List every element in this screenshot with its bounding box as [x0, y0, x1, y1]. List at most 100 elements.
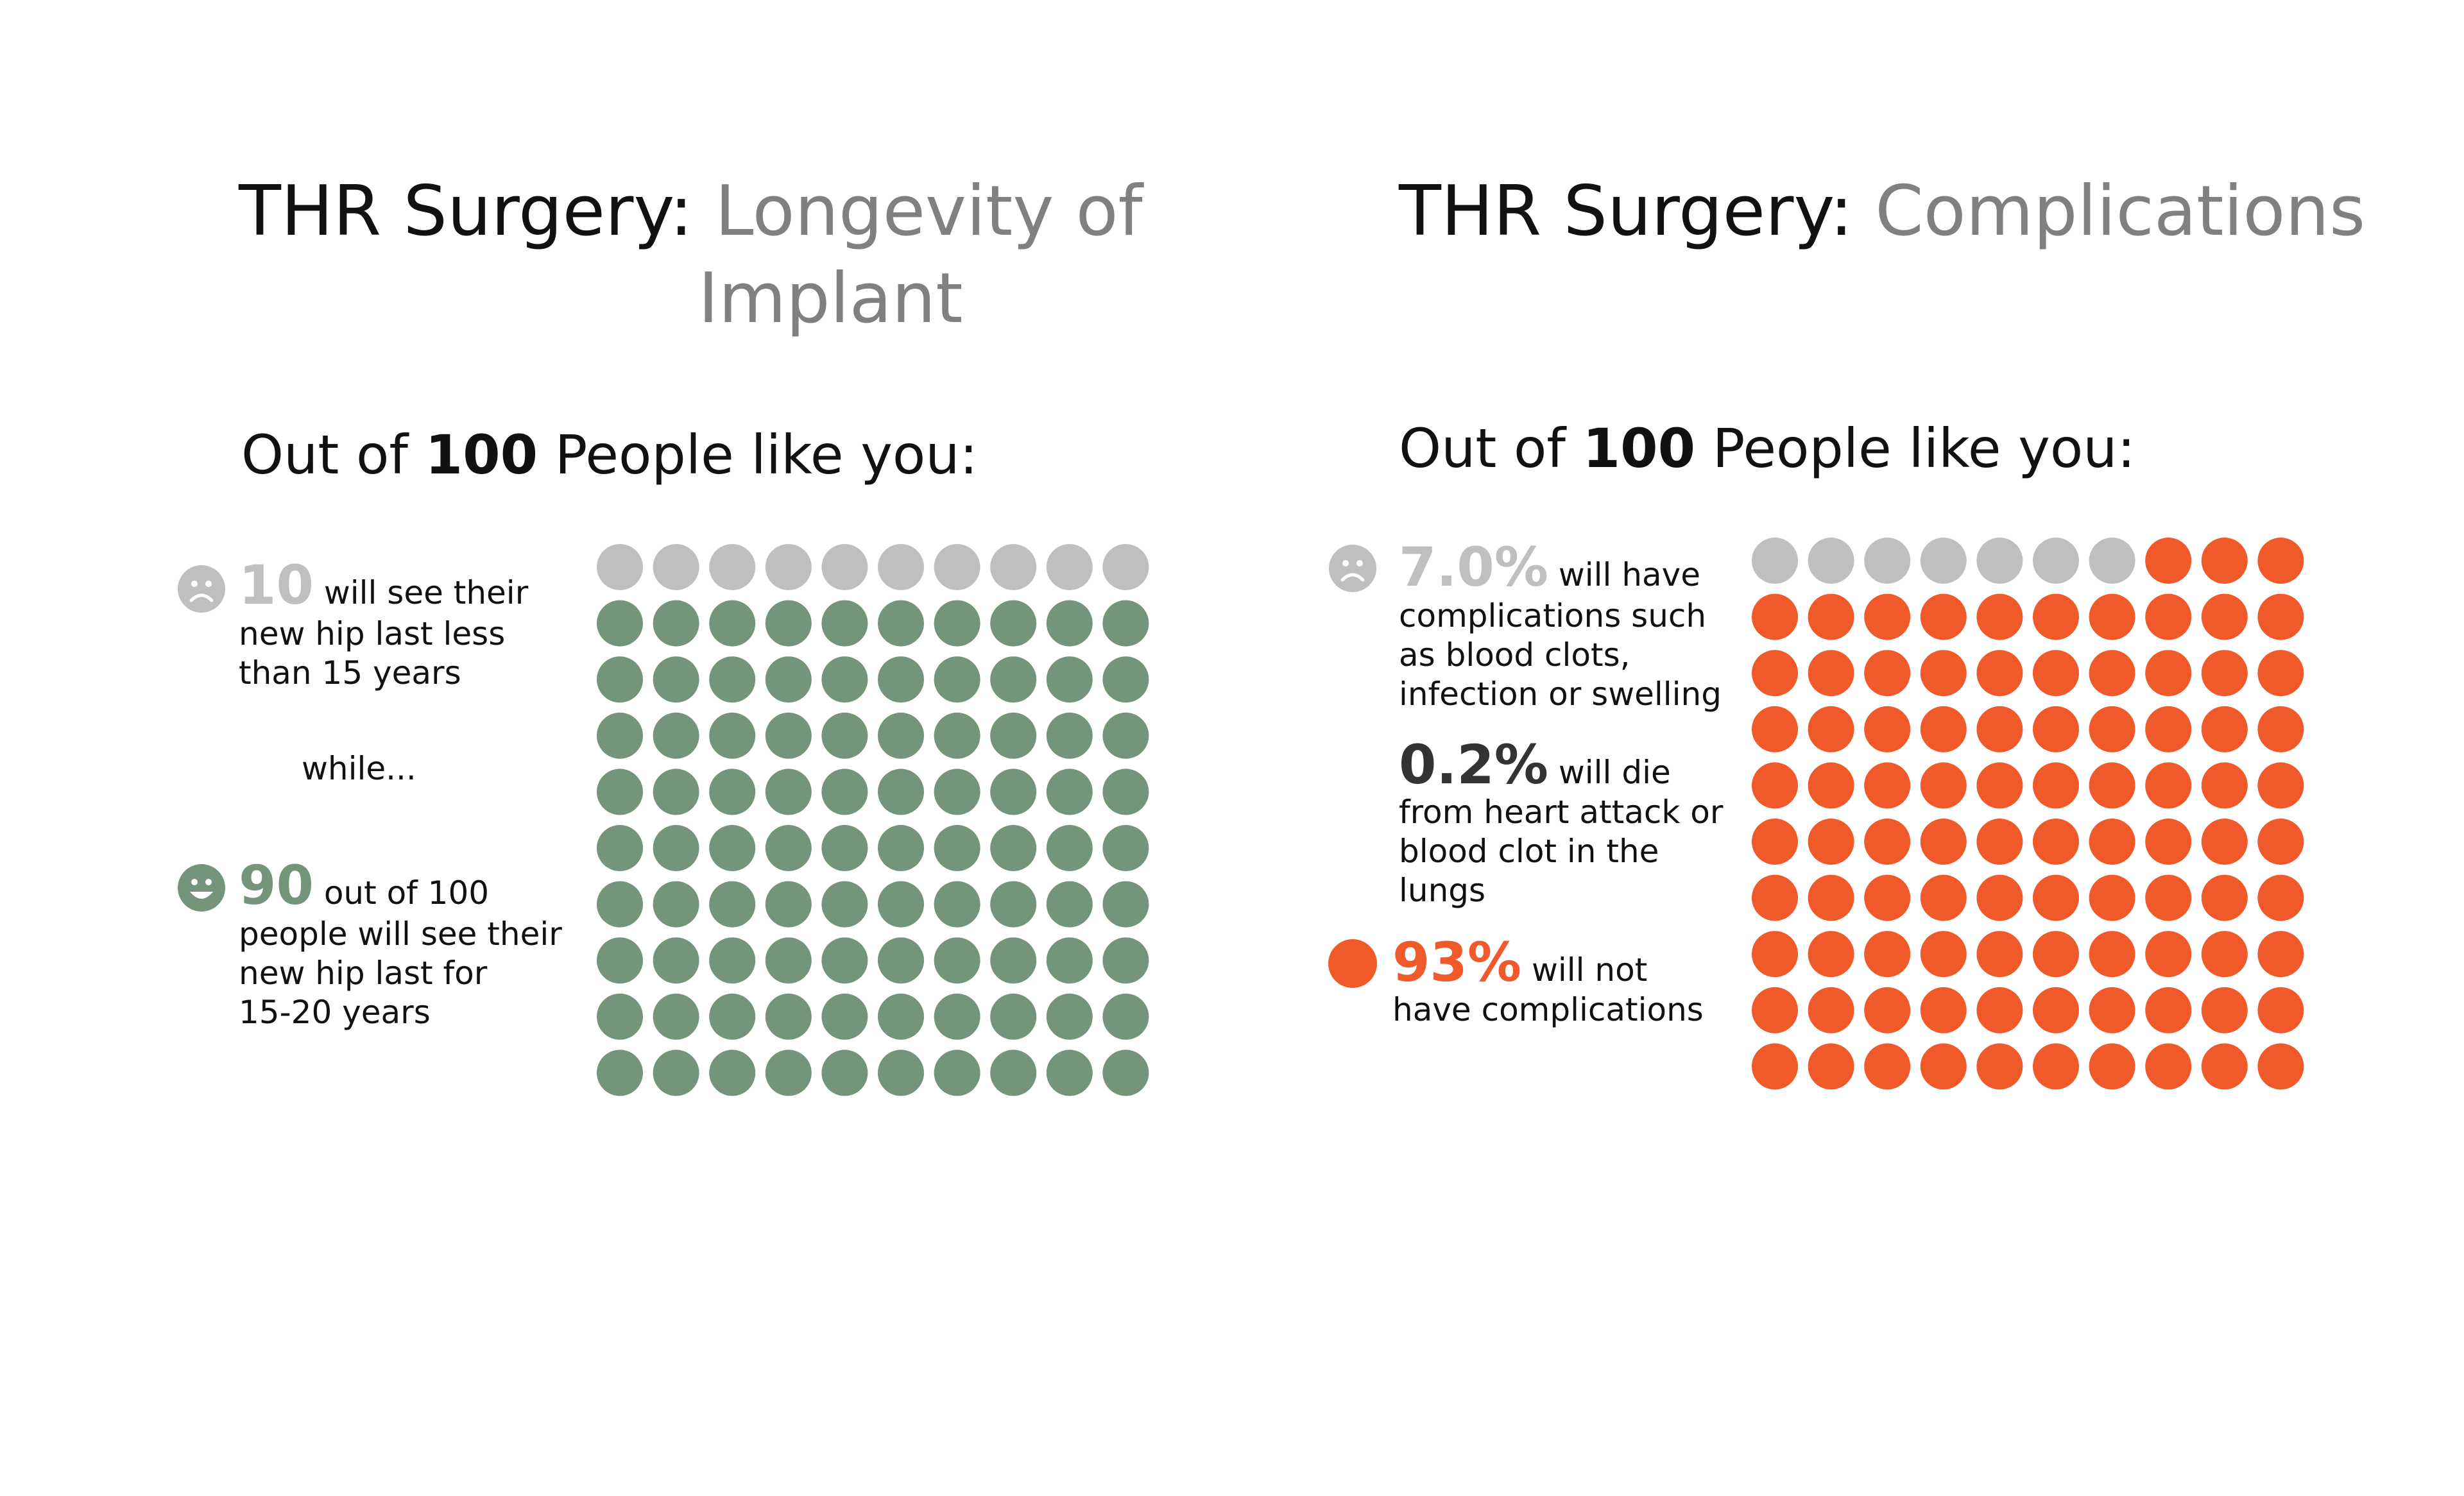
waffle-dot	[2201, 650, 2248, 697]
waffle-dot	[878, 937, 924, 984]
waffle-dot	[1920, 538, 1967, 584]
waffle-dot	[709, 825, 756, 871]
waffle-dot	[934, 1050, 980, 1096]
right-item2-line3: blood clot in the	[1399, 833, 1659, 870]
left-item1-line1: will see their	[323, 574, 529, 611]
left-title-line1: Longevity of	[715, 171, 1143, 251]
right-title-prefix: THR Surgery:	[1399, 171, 1853, 251]
waffle-dot	[1102, 825, 1149, 871]
waffle-dot	[1808, 762, 1854, 809]
waffle-dot	[1102, 656, 1149, 703]
waffle-dot	[597, 600, 643, 647]
waffle-dot	[2033, 762, 2079, 809]
waffle-dot	[1752, 650, 1798, 697]
waffle-dot	[2033, 538, 2079, 584]
waffle-dot	[765, 1050, 812, 1096]
waffle-dot	[990, 881, 1037, 928]
orange-dot-icon	[1328, 939, 1377, 988]
waffle-dot	[1102, 1050, 1149, 1096]
waffle-dot	[1752, 706, 1798, 752]
waffle-dot	[1920, 762, 1967, 809]
waffle-dot	[1976, 874, 2023, 921]
waffle-dot	[1864, 650, 1911, 697]
waffle-dot	[765, 712, 812, 759]
waffle-dot	[990, 600, 1037, 647]
waffle-dot	[2257, 987, 2304, 1033]
waffle-dot	[1752, 1043, 1798, 1090]
waffle-dot	[2033, 1043, 2079, 1090]
left-heading-post: People like you:	[554, 423, 978, 486]
waffle-dot	[1808, 1043, 1854, 1090]
waffle-dot	[934, 600, 980, 647]
left-heading: Out of 100 People like you:	[241, 423, 978, 486]
waffle-dot	[2201, 819, 2248, 865]
waffle-dot	[1808, 931, 1854, 978]
waffle-dot	[653, 825, 699, 871]
waffle-dot	[990, 825, 1037, 871]
waffle-dot	[1864, 706, 1911, 752]
left-heading-pre: Out of	[241, 423, 408, 486]
waffle-dot	[765, 993, 812, 1040]
waffle-dot	[765, 544, 812, 590]
waffle-dot	[2145, 706, 2192, 752]
waffle-dot	[990, 712, 1037, 759]
waffle-dot	[990, 937, 1037, 984]
waffle-dot	[934, 712, 980, 759]
left-item2-line1: out of 100	[323, 874, 490, 912]
waffle-dot	[1976, 538, 2023, 584]
waffle-dot	[1920, 819, 1967, 865]
right-heading: Out of 100 People like you:	[1399, 417, 2135, 480]
waffle-dot	[1046, 825, 1093, 871]
waffle-dot	[1102, 993, 1149, 1040]
waffle-dot	[1102, 600, 1149, 647]
waffle-dot	[878, 825, 924, 871]
waffle-dot	[1102, 712, 1149, 759]
waffle-dot	[709, 937, 756, 984]
waffle-dot	[934, 544, 980, 590]
left-item1-line2: new hip last less	[239, 615, 506, 652]
left-connector: while...	[302, 750, 416, 787]
waffle-dot	[1752, 931, 1798, 978]
waffle-dot	[597, 825, 643, 871]
waffle-dot	[2145, 931, 2192, 978]
waffle-dot	[1864, 762, 1911, 809]
waffle-dot	[765, 769, 812, 815]
waffle-dot	[2201, 538, 2248, 584]
waffle-chart-complications	[1752, 538, 2304, 1090]
right-item2-line2: from heart attack or	[1399, 794, 1724, 831]
left-title: THR Surgery: Longevity of	[239, 168, 1143, 255]
waffle-dot	[2145, 1043, 2192, 1090]
waffle-dot	[765, 937, 812, 984]
waffle-dot	[1046, 937, 1093, 984]
waffle-dot	[2201, 706, 2248, 752]
waffle-dot	[2145, 593, 2192, 640]
right-heading-post: People like you:	[1712, 417, 2135, 480]
waffle-dot	[821, 544, 868, 590]
waffle-dot	[1752, 874, 1798, 921]
waffle-dot	[1976, 819, 2023, 865]
waffle-dot	[2201, 1043, 2248, 1090]
waffle-dot	[1102, 544, 1149, 590]
right-item1-line2: complications such	[1399, 597, 1707, 634]
right-item1-text: 7.0% will have	[1399, 540, 1700, 595]
waffle-dot	[878, 544, 924, 590]
waffle-dot	[990, 993, 1037, 1040]
waffle-dot	[1976, 650, 2023, 697]
right-item1-line4: infection or swelling	[1399, 676, 1722, 713]
waffle-dot	[1752, 538, 1798, 584]
waffle-dot	[597, 881, 643, 928]
waffle-dot	[1976, 706, 2023, 752]
waffle-dot	[1808, 706, 1854, 752]
waffle-dot	[1752, 593, 1798, 640]
waffle-dot	[2089, 762, 2135, 809]
waffle-dot	[1976, 762, 2023, 809]
waffle-dot	[653, 881, 699, 928]
left-title-prefix: THR Surgery:	[239, 171, 693, 251]
waffle-dot	[1920, 987, 1967, 1033]
waffle-dot	[709, 544, 756, 590]
waffle-dot	[878, 993, 924, 1040]
waffle-dot	[2145, 538, 2192, 584]
waffle-dot	[821, 881, 868, 928]
right-item2-number: 0.2%	[1399, 733, 1548, 796]
waffle-dot	[2033, 706, 2079, 752]
